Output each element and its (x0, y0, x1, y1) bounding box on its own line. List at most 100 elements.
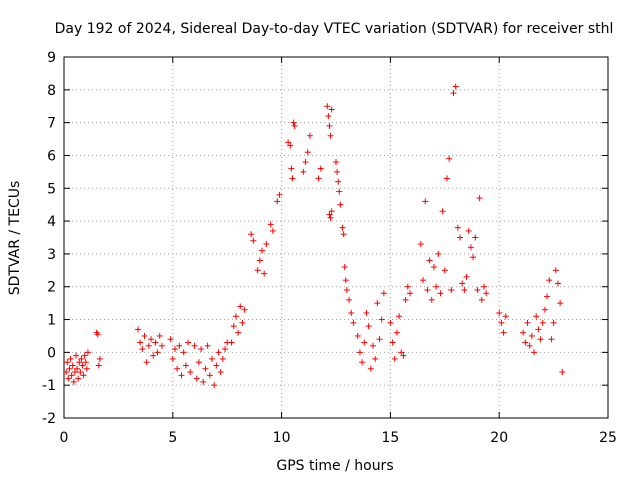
data-point (472, 234, 479, 241)
data-point (359, 359, 366, 366)
data-point (452, 83, 459, 90)
data-point (446, 155, 453, 162)
x-tick-label: 5 (168, 430, 177, 446)
data-point (334, 168, 341, 175)
data-point (369, 342, 376, 349)
data-point (417, 241, 424, 248)
data-point (541, 306, 548, 313)
data-point (230, 323, 237, 330)
data-point (539, 319, 546, 326)
data-point (406, 290, 413, 297)
data-point (378, 316, 385, 323)
data-point (476, 195, 483, 202)
data-point (167, 336, 174, 343)
data-point (459, 280, 466, 287)
data-point (496, 309, 503, 316)
data-point (70, 378, 77, 385)
data-point (202, 365, 209, 372)
data-point (77, 369, 84, 376)
data-point (520, 329, 527, 336)
data-point (154, 349, 161, 356)
data-point (169, 355, 176, 362)
data-point (276, 191, 283, 198)
data-point (363, 309, 370, 316)
data-point (193, 375, 200, 382)
data-point (437, 290, 444, 297)
data-point (333, 159, 339, 166)
data-point (94, 331, 101, 338)
data-point (64, 359, 71, 366)
data-point (554, 280, 561, 287)
data-point (290, 119, 297, 126)
y-tick-label: 3 (47, 247, 56, 263)
y-tick-label: 6 (47, 148, 56, 164)
data-point (195, 359, 202, 366)
data-point (546, 277, 553, 284)
data-point (361, 339, 368, 346)
data-point (502, 313, 509, 320)
data-point (400, 352, 407, 359)
data-point (248, 231, 255, 238)
data-point (75, 375, 82, 382)
data-point (374, 300, 381, 307)
grid-lines (64, 57, 608, 418)
data-point (526, 342, 533, 349)
data-point (500, 329, 507, 336)
data-point (531, 349, 538, 356)
data-point (82, 359, 89, 366)
data-point (380, 290, 387, 297)
data-point (256, 257, 263, 264)
data-point (211, 382, 218, 389)
data-point (208, 355, 215, 362)
data-point (174, 365, 181, 372)
chart-title: Day 192 of 2024, Sidereal Day-to-day VTE… (55, 21, 614, 37)
data-point (78, 355, 85, 362)
data-point (83, 365, 90, 372)
data-point (259, 247, 266, 254)
data-point (66, 365, 73, 372)
data-point (483, 290, 490, 297)
data-point (261, 270, 268, 277)
data-point (340, 231, 347, 238)
y-tick-label: 4 (47, 214, 56, 230)
data-point (68, 372, 75, 379)
data-point (387, 319, 394, 326)
data-point (324, 103, 331, 110)
data-point (80, 372, 87, 379)
data-point (285, 139, 292, 146)
data-point (145, 342, 152, 349)
data-point (148, 336, 155, 343)
data-point (342, 277, 349, 284)
data-point (480, 283, 487, 290)
data-point (348, 309, 355, 316)
data-point (180, 349, 187, 356)
data-point (291, 122, 298, 129)
data-point (498, 319, 505, 326)
y-tick-label: 1 (47, 313, 56, 329)
data-point (524, 319, 531, 326)
data-point (134, 326, 141, 333)
data-point (326, 122, 333, 129)
data-point (289, 175, 296, 182)
data-point (200, 378, 207, 385)
data-point (239, 319, 246, 326)
data-point (74, 365, 81, 372)
data-point (343, 287, 350, 294)
data-point (178, 372, 185, 379)
y-axis-label: SDTVAR / TECUs (7, 181, 23, 296)
data-point (557, 300, 564, 307)
data-point (552, 267, 559, 274)
data-point (185, 339, 192, 346)
y-tick-label: -1 (42, 378, 56, 394)
data-point (269, 227, 276, 234)
data-point (461, 287, 468, 294)
data-points (63, 83, 566, 389)
data-point (389, 339, 396, 346)
data-point (336, 188, 343, 195)
data-point (435, 250, 442, 257)
x-tick-label: 20 (490, 430, 508, 446)
data-point (550, 319, 557, 326)
data-point (335, 178, 342, 185)
data-point (465, 227, 472, 234)
data-point (478, 296, 485, 303)
